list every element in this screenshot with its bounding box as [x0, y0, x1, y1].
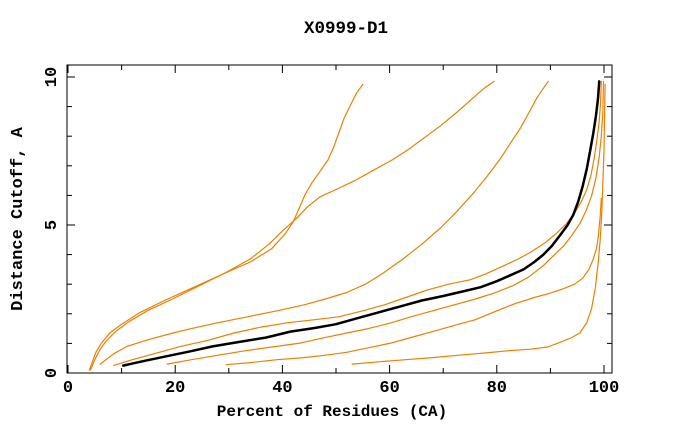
y-tick-label: 5 — [43, 220, 62, 230]
chart-title: X0999-D1 — [304, 19, 388, 39]
model-curve-1-line — [88, 83, 364, 371]
x-tick-label: 60 — [379, 379, 399, 398]
plot-frame — [66, 64, 613, 374]
model-curve-4-line — [112, 80, 602, 367]
x-tick-label: 0 — [63, 379, 73, 398]
y-tick-label: 0 — [43, 368, 62, 378]
x-tick-label: 40 — [272, 379, 292, 398]
plot-area: 0 20 40 60 80 100 0 5 10 — [43, 65, 619, 398]
x-tick-label: 20 — [165, 379, 185, 398]
model-curve-7-line — [351, 83, 606, 365]
x-tick-label: 80 — [487, 379, 507, 398]
model-curve-3-line — [99, 80, 549, 365]
y-axis-label: Distance Cutoff, A — [9, 126, 28, 310]
model-curve-5-line — [166, 80, 605, 365]
x-axis-label: Percent of Residues (CA) — [217, 403, 447, 421]
reference-curve-line — [121, 80, 601, 367]
model-curve-2-line — [89, 80, 495, 371]
x-tick-label: 100 — [589, 379, 620, 398]
model-curve-6-line — [225, 197, 602, 366]
y-tick-label: 10 — [43, 67, 62, 87]
